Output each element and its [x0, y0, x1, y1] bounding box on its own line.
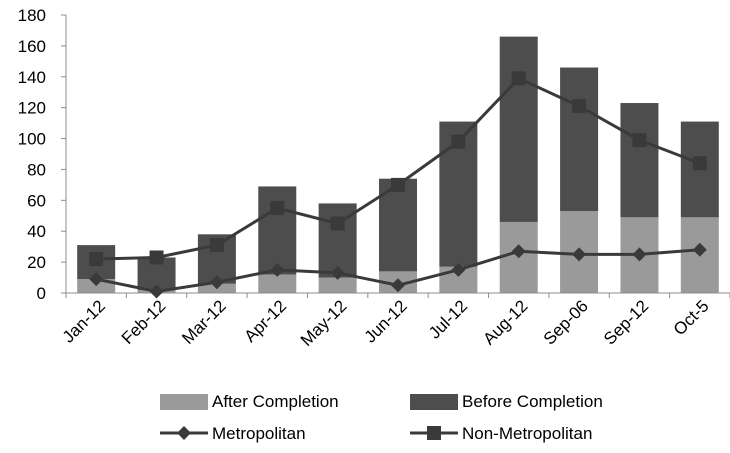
point-metropolitan-7	[511, 244, 526, 259]
bar-before-completion-7	[499, 36, 538, 222]
lines-layer	[89, 71, 707, 299]
point-non-metropolitan-3	[270, 201, 285, 216]
point-non-metropolitan-7	[511, 71, 526, 86]
legend: After Completion Before Completion Metropo…	[160, 392, 603, 443]
x-tick-label: Jan-12	[59, 296, 109, 346]
legend-before-completion-label: Before Completion	[462, 392, 603, 411]
point-non-metropolitan-9	[632, 133, 647, 148]
legend-metropolitan: Metropolitan	[160, 424, 306, 443]
y-tick-label: 60	[27, 191, 46, 210]
point-metropolitan-9	[632, 247, 647, 262]
x-tick-label: Jul-12	[425, 296, 471, 342]
legend-non-metropolitan-marker	[427, 426, 441, 440]
y-tick-label: 0	[37, 284, 46, 303]
y-tick-label: 20	[27, 253, 46, 272]
tick-labels-layer: 0 20 40 60 80 100 120 140 160 180 Jan-12 Feb-12 Mar-…	[18, 6, 713, 350]
point-non-metropolitan-4	[330, 216, 345, 231]
bar-before-completion-3	[258, 186, 297, 275]
y-tick-label: 180	[18, 6, 46, 25]
legend-metropolitan-label: Metropolitan	[212, 424, 306, 443]
x-tick-label: Oct-5	[670, 296, 713, 339]
x-tick-label: Jun-12	[361, 296, 411, 346]
y-tick-label: 160	[18, 37, 46, 56]
x-tick-label: Apr-12	[241, 296, 291, 346]
point-non-metropolitan-0	[89, 252, 104, 267]
bar-before-completion-8	[560, 67, 599, 212]
point-metropolitan-0	[89, 272, 104, 287]
point-metropolitan-1	[149, 284, 164, 299]
legend-metropolitan-marker	[177, 426, 191, 440]
point-metropolitan-4	[330, 265, 345, 280]
point-non-metropolitan-1	[149, 250, 164, 265]
axes-layer	[61, 14, 730, 298]
x-tick-label: Aug-12	[479, 296, 531, 348]
point-metropolitan-2	[209, 275, 224, 290]
legend-non-metropolitan: Non-Metropolitan	[410, 424, 592, 443]
bar-after-completion-3	[258, 274, 297, 293]
point-non-metropolitan-8	[572, 99, 587, 114]
y-tick-label: 100	[18, 130, 46, 149]
bar-after-completion-4	[318, 277, 357, 293]
legend-after-completion-swatch	[160, 394, 208, 410]
x-tick-label: Sep-06	[540, 296, 592, 348]
point-non-metropolitan-6	[451, 134, 466, 149]
point-non-metropolitan-10	[692, 156, 707, 171]
y-tick-label: 80	[27, 160, 46, 179]
y-tick-label: 40	[27, 222, 46, 241]
point-non-metropolitan-2	[209, 238, 224, 253]
x-tick-label: May-12	[297, 296, 351, 350]
point-metropolitan-6	[451, 262, 466, 277]
point-metropolitan-5	[391, 278, 405, 293]
legend-after-completion: After Completion	[160, 392, 339, 411]
x-tick-label: Feb-12	[118, 296, 170, 348]
y-tick-label: 140	[18, 68, 46, 87]
point-metropolitan-8	[572, 247, 587, 262]
point-metropolitan-3	[270, 262, 285, 277]
bar-before-completion-9	[620, 103, 659, 218]
legend-non-metropolitan-label: Non-Metropolitan	[462, 424, 592, 443]
y-tick-label: 120	[18, 99, 46, 118]
legend-before-completion-swatch	[410, 394, 458, 410]
point-metropolitan-10	[692, 242, 707, 257]
x-tick-label: Mar-12	[178, 296, 230, 348]
legend-after-completion-label: After Completion	[212, 392, 339, 411]
point-non-metropolitan-5	[391, 177, 405, 192]
x-tick-label: Sep-12	[600, 296, 652, 348]
legend-before-completion: Before Completion	[410, 392, 603, 411]
